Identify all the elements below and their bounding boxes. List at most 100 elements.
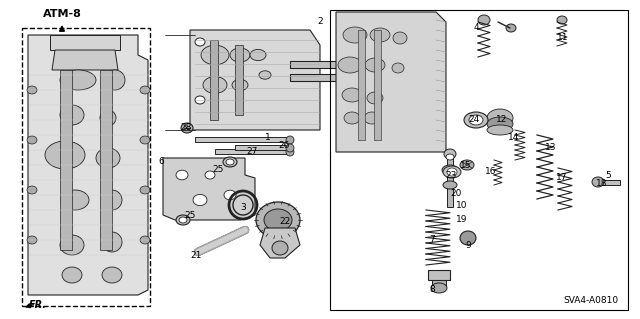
Ellipse shape xyxy=(45,141,85,169)
Text: 13: 13 xyxy=(545,144,557,152)
Ellipse shape xyxy=(446,154,454,160)
Text: 25: 25 xyxy=(212,166,224,174)
Ellipse shape xyxy=(592,177,604,187)
Ellipse shape xyxy=(179,217,187,223)
Text: 18: 18 xyxy=(596,180,608,189)
Ellipse shape xyxy=(487,109,513,127)
Ellipse shape xyxy=(27,136,37,144)
Ellipse shape xyxy=(416,60,424,70)
Ellipse shape xyxy=(392,63,404,73)
Ellipse shape xyxy=(286,136,294,144)
Text: 17: 17 xyxy=(556,174,568,182)
Bar xyxy=(60,70,72,250)
Polygon shape xyxy=(28,35,148,295)
Ellipse shape xyxy=(203,77,227,93)
Polygon shape xyxy=(52,50,118,70)
Polygon shape xyxy=(260,228,300,258)
Ellipse shape xyxy=(181,123,193,133)
Ellipse shape xyxy=(478,15,490,25)
Ellipse shape xyxy=(140,186,150,194)
Text: 4: 4 xyxy=(473,24,479,33)
Ellipse shape xyxy=(444,149,456,159)
Bar xyxy=(210,40,218,120)
Text: 20: 20 xyxy=(451,189,461,198)
Ellipse shape xyxy=(102,232,122,252)
Ellipse shape xyxy=(406,73,414,83)
Ellipse shape xyxy=(487,125,513,135)
Polygon shape xyxy=(190,30,320,130)
Text: 6: 6 xyxy=(158,158,164,167)
Ellipse shape xyxy=(176,170,188,180)
Ellipse shape xyxy=(286,148,294,156)
Bar xyxy=(374,30,381,140)
Bar xyxy=(598,180,620,185)
Text: 26: 26 xyxy=(278,140,290,150)
Ellipse shape xyxy=(442,165,458,175)
Ellipse shape xyxy=(60,235,84,255)
Ellipse shape xyxy=(367,92,383,104)
Ellipse shape xyxy=(342,88,362,102)
Ellipse shape xyxy=(365,58,385,72)
Ellipse shape xyxy=(343,27,367,43)
Ellipse shape xyxy=(140,86,150,94)
Text: 16: 16 xyxy=(485,167,497,176)
Ellipse shape xyxy=(140,236,150,244)
Text: 23: 23 xyxy=(445,172,457,181)
Ellipse shape xyxy=(195,96,205,104)
Polygon shape xyxy=(50,35,120,50)
Ellipse shape xyxy=(286,144,294,152)
Ellipse shape xyxy=(460,231,476,245)
Ellipse shape xyxy=(393,32,407,44)
Ellipse shape xyxy=(205,171,215,179)
Ellipse shape xyxy=(506,24,516,32)
Bar xyxy=(447,155,453,207)
Ellipse shape xyxy=(469,115,483,125)
Ellipse shape xyxy=(460,160,474,170)
Ellipse shape xyxy=(27,236,37,244)
Text: 12: 12 xyxy=(496,115,508,124)
Ellipse shape xyxy=(447,168,457,176)
Ellipse shape xyxy=(364,112,380,124)
Ellipse shape xyxy=(102,190,122,210)
Ellipse shape xyxy=(61,190,89,210)
Ellipse shape xyxy=(140,136,150,144)
Text: 14: 14 xyxy=(508,133,520,143)
Polygon shape xyxy=(163,158,255,220)
Ellipse shape xyxy=(60,70,96,90)
Ellipse shape xyxy=(27,186,37,194)
Ellipse shape xyxy=(195,38,205,46)
Ellipse shape xyxy=(27,86,37,94)
Bar xyxy=(428,270,450,280)
Text: 27: 27 xyxy=(246,147,258,157)
Ellipse shape xyxy=(370,28,390,42)
Text: 15: 15 xyxy=(460,161,472,170)
Ellipse shape xyxy=(201,45,229,65)
Ellipse shape xyxy=(60,105,84,125)
Text: SVA4-A0810: SVA4-A0810 xyxy=(563,296,618,305)
Bar xyxy=(195,137,290,142)
Ellipse shape xyxy=(344,112,360,124)
Ellipse shape xyxy=(272,241,288,255)
Text: 28: 28 xyxy=(180,123,192,132)
Ellipse shape xyxy=(105,70,125,90)
Bar xyxy=(290,61,420,68)
Bar xyxy=(215,149,290,154)
Text: 9: 9 xyxy=(465,241,471,250)
Text: 10: 10 xyxy=(456,201,468,210)
Ellipse shape xyxy=(176,215,190,225)
Bar xyxy=(100,70,112,250)
Bar xyxy=(235,45,243,115)
Ellipse shape xyxy=(224,190,236,200)
Bar xyxy=(235,145,290,150)
Ellipse shape xyxy=(100,110,116,126)
Text: 24: 24 xyxy=(468,115,479,124)
Ellipse shape xyxy=(464,112,488,128)
Ellipse shape xyxy=(443,166,461,178)
Text: 3: 3 xyxy=(240,204,246,212)
Text: 19: 19 xyxy=(456,216,468,225)
Ellipse shape xyxy=(250,49,266,61)
Ellipse shape xyxy=(557,16,567,24)
Ellipse shape xyxy=(96,148,120,168)
Ellipse shape xyxy=(232,79,248,91)
Text: ATM-8: ATM-8 xyxy=(43,9,81,19)
